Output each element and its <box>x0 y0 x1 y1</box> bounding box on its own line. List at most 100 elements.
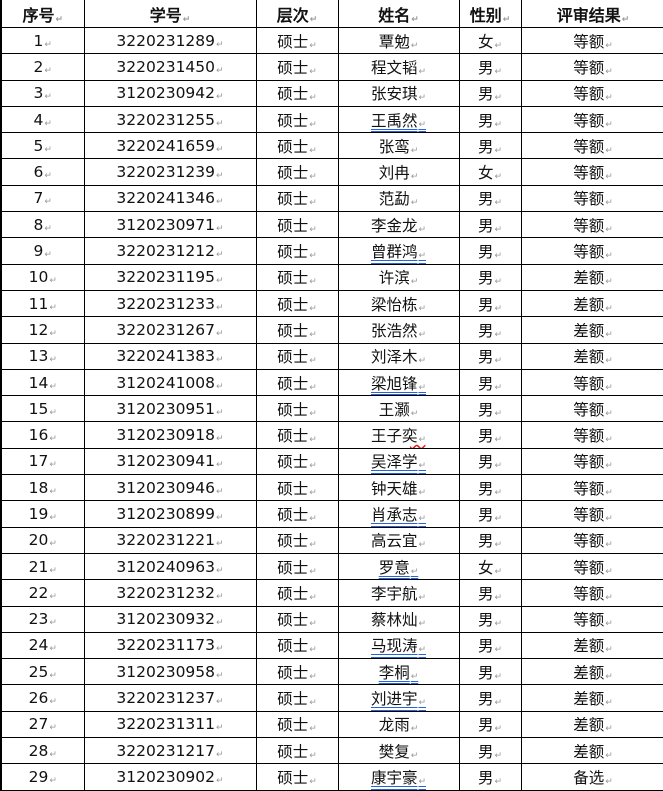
cell-gender[interactable]: 女 <box>458 26 522 55</box>
cell-gender[interactable]: 女 <box>458 158 522 186</box>
cell-index[interactable]: 29 <box>0 763 85 791</box>
cell-gender[interactable]: 男 <box>458 211 522 239</box>
cell-result[interactable]: 等额 <box>520 184 663 213</box>
cell-result[interactable]: 差额 <box>520 316 663 344</box>
cell-level[interactable]: 硕士 <box>255 684 339 712</box>
cell-name[interactable]: 张浩然 <box>337 316 460 344</box>
cell-student-id[interactable]: 3120230951 <box>83 395 257 423</box>
cell-level[interactable]: 硕士 <box>255 263 339 291</box>
cell-level[interactable]: 硕士 <box>255 53 339 81</box>
cell-index[interactable]: 22 <box>0 579 85 607</box>
cell-level[interactable]: 硕士 <box>255 316 339 344</box>
cell-result[interactable]: 等额 <box>520 447 663 476</box>
cell-level[interactable]: 硕士 <box>255 395 339 423</box>
cell-student-id[interactable]: 3220231237 <box>83 684 257 712</box>
cell-result[interactable]: 等额 <box>520 237 663 265</box>
cell-student-id[interactable]: 3120241008 <box>83 368 257 397</box>
cell-result[interactable]: 差额 <box>520 289 663 318</box>
cell-name[interactable]: 覃勉 <box>337 26 460 55</box>
cell-gender[interactable]: 男 <box>458 658 522 686</box>
cell-level[interactable]: 硕士 <box>255 763 339 791</box>
cell-student-id[interactable]: 3120230932 <box>83 605 257 633</box>
cell-gender[interactable]: 男 <box>458 237 522 265</box>
cell-level[interactable]: 硕士 <box>255 421 339 449</box>
cell-index[interactable]: 27 <box>0 710 85 739</box>
cell-index[interactable]: 7 <box>0 184 85 213</box>
cell-level[interactable]: 硕士 <box>255 526 339 554</box>
cell-result[interactable]: 备选 <box>520 763 663 791</box>
cell-gender[interactable]: 男 <box>458 447 522 476</box>
cell-level[interactable]: 硕士 <box>255 605 339 633</box>
cell-gender[interactable]: 男 <box>458 500 522 528</box>
cell-result[interactable]: 等额 <box>520 552 663 581</box>
cell-student-id[interactable]: 3220231255 <box>83 105 257 134</box>
cell-result[interactable]: 差额 <box>520 710 663 739</box>
cell-name[interactable]: 许滨 <box>337 263 460 291</box>
cell-gender[interactable]: 男 <box>458 395 522 423</box>
cell-name[interactable]: 罗意 <box>337 552 460 581</box>
cell-index[interactable]: 16 <box>0 421 85 449</box>
cell-result[interactable]: 等额 <box>520 105 663 134</box>
cell-gender[interactable]: 男 <box>458 184 522 213</box>
cell-gender[interactable]: 男 <box>458 79 522 107</box>
cell-student-id[interactable]: 3220231195 <box>83 263 257 291</box>
cell-level[interactable]: 硕士 <box>255 158 339 186</box>
cell-student-id[interactable]: 3220241383 <box>83 342 257 370</box>
cell-result[interactable]: 等额 <box>520 79 663 107</box>
cell-level[interactable]: 硕士 <box>255 184 339 213</box>
cell-result[interactable]: 等额 <box>520 605 663 633</box>
cell-student-id[interactable]: 3120230942 <box>83 79 257 107</box>
cell-index[interactable]: 23 <box>0 605 85 633</box>
cell-gender[interactable]: 男 <box>458 342 522 370</box>
cell-level[interactable]: 硕士 <box>255 552 339 581</box>
cell-name[interactable]: 刘进宇 <box>337 684 460 712</box>
cell-student-id[interactable]: 3120240963 <box>83 552 257 581</box>
cell-name[interactable]: 钟天雄 <box>337 474 460 502</box>
cell-name[interactable]: 梁怡栋 <box>337 289 460 318</box>
cell-index[interactable]: 2 <box>0 53 85 81</box>
cell-gender[interactable]: 男 <box>458 105 522 134</box>
cell-name[interactable]: 吴泽学 <box>337 447 460 476</box>
cell-name[interactable]: 李金龙 <box>337 211 460 239</box>
cell-result[interactable]: 差额 <box>520 658 663 686</box>
cell-gender[interactable]: 男 <box>458 421 522 449</box>
cell-level[interactable]: 硕士 <box>255 631 339 660</box>
cell-index[interactable]: 19 <box>0 500 85 528</box>
cell-student-id[interactable]: 3220231239 <box>83 158 257 186</box>
cell-level[interactable]: 硕士 <box>255 342 339 370</box>
cell-index[interactable]: 1 <box>0 26 85 55</box>
cell-index[interactable]: 18 <box>0 474 85 502</box>
cell-student-id[interactable]: 3120230899 <box>83 500 257 528</box>
cell-index[interactable]: 13 <box>0 342 85 370</box>
cell-level[interactable]: 硕士 <box>255 26 339 55</box>
cell-student-id[interactable]: 3120230958 <box>83 658 257 686</box>
cell-result[interactable]: 差额 <box>520 684 663 712</box>
cell-index[interactable]: 24 <box>0 631 85 660</box>
cell-result[interactable]: 等额 <box>520 132 663 160</box>
cell-name[interactable]: 梁旭锋 <box>337 368 460 397</box>
cell-gender[interactable]: 男 <box>458 579 522 607</box>
cell-result[interactable]: 等额 <box>520 53 663 81</box>
cell-name[interactable]: 李宇航 <box>337 579 460 607</box>
cell-student-id[interactable]: 3220241346 <box>83 184 257 213</box>
cell-index[interactable]: 11 <box>0 289 85 318</box>
cell-student-id[interactable]: 3220231311 <box>83 710 257 739</box>
cell-level[interactable]: 硕士 <box>255 105 339 134</box>
cell-name[interactable]: 樊复 <box>337 737 460 765</box>
cell-result[interactable]: 等额 <box>520 368 663 397</box>
cell-index[interactable]: 28 <box>0 737 85 765</box>
cell-index[interactable]: 3 <box>0 79 85 107</box>
cell-result[interactable]: 等额 <box>520 526 663 554</box>
cell-index[interactable]: 12 <box>0 316 85 344</box>
cell-level[interactable]: 硕士 <box>255 237 339 265</box>
cell-name[interactable]: 王子奕 <box>337 421 460 449</box>
cell-level[interactable]: 硕士 <box>255 658 339 686</box>
cell-student-id[interactable]: 3220241659 <box>83 132 257 160</box>
cell-name[interactable]: 肖承志 <box>337 500 460 528</box>
cell-gender[interactable]: 男 <box>458 316 522 344</box>
cell-index[interactable]: 8 <box>0 211 85 239</box>
cell-result[interactable]: 等额 <box>520 158 663 186</box>
cell-level[interactable]: 硕士 <box>255 579 339 607</box>
cell-gender[interactable]: 男 <box>458 263 522 291</box>
cell-gender[interactable]: 男 <box>458 289 522 318</box>
